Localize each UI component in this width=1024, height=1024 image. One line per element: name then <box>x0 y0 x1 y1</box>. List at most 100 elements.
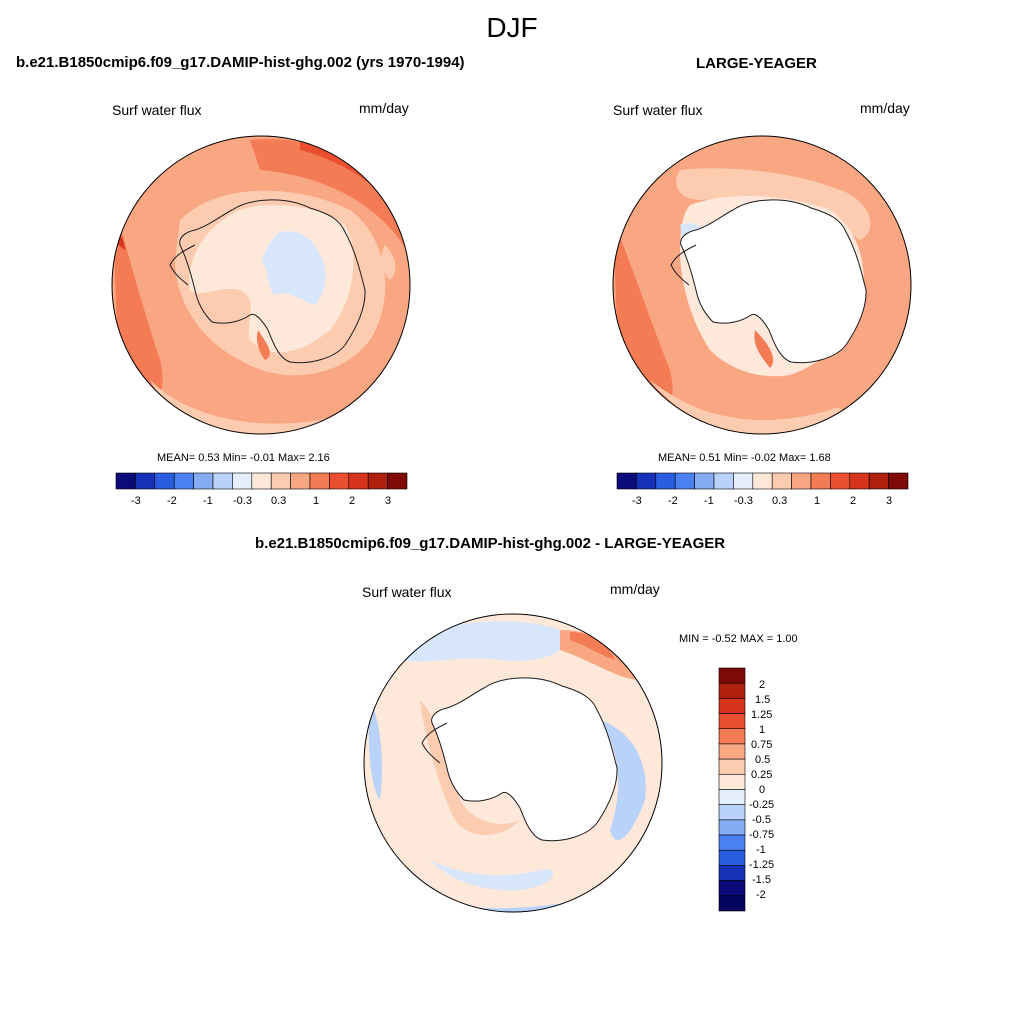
map-region-mid <box>381 245 396 280</box>
map-region-neg <box>600 720 646 840</box>
cb-tick: 0.3 <box>772 495 788 507</box>
map-region-mid <box>150 380 330 434</box>
colorbar-swatch <box>270 472 291 490</box>
antarctica-coastline <box>179 199 366 364</box>
cb-label: 1.25 <box>751 709 773 721</box>
colorbar-swatch <box>713 472 734 490</box>
map-region-mid <box>676 168 871 240</box>
colorbar-swatch <box>718 774 746 790</box>
colorbar-swatch <box>718 698 746 714</box>
units-label-model: mm/day <box>359 100 409 116</box>
stats-diff: MIN = -0.52 MAX = 1.00 <box>679 633 798 645</box>
variable-label-obs: Surf water flux <box>613 102 703 118</box>
colorbar-diff <box>718 667 746 912</box>
peninsula-coastline <box>421 722 448 764</box>
panel-title-model: b.e21.B1850cmip6.f09_g17.DAMIP-hist-ghg.… <box>16 54 465 71</box>
cb-label: 0.5 <box>755 754 771 766</box>
colorbar-swatch <box>348 472 369 490</box>
colorbar-swatch <box>718 849 746 866</box>
cb-tick: 3 <box>886 495 893 507</box>
map-boundary <box>612 135 912 435</box>
units-label-diff: mm/day <box>610 581 660 597</box>
colorbar-swatch <box>173 472 194 490</box>
colorbar-swatch <box>718 834 746 851</box>
map-region-low <box>262 231 326 305</box>
cb-tick: -0.3 <box>233 495 252 507</box>
map-region-neg <box>368 700 382 800</box>
cb-tick: -1 <box>704 495 714 507</box>
map-obs <box>612 135 912 435</box>
units-label-obs: mm/day <box>860 100 910 116</box>
cb-tick: 1 <box>313 495 320 507</box>
cb-label: -0.25 <box>749 799 775 811</box>
colorbar-swatch <box>718 743 746 760</box>
cb-label: -0.75 <box>749 829 775 841</box>
colorbar-swatch <box>718 758 746 775</box>
cb-label: -2 <box>756 889 766 901</box>
colorbar-swatch <box>718 895 746 912</box>
map-diff <box>363 613 663 913</box>
colorbar-swatch <box>733 472 754 490</box>
map-boundary <box>111 135 411 435</box>
colorbar-swatch <box>830 472 851 490</box>
colorbar-swatch <box>718 865 746 881</box>
colorbar-model <box>115 472 408 490</box>
cb-tick: 2 <box>850 495 857 507</box>
colorbar-swatch <box>616 472 637 490</box>
cb-label: -1.5 <box>752 874 771 886</box>
colorbar-swatch <box>636 472 657 490</box>
cb-tick: 3 <box>385 495 392 507</box>
cb-label: -1 <box>756 844 766 856</box>
map-region-neg <box>400 621 566 662</box>
map-region-mid <box>650 380 843 434</box>
colorbar-swatch <box>718 667 746 684</box>
cb-label: 2 <box>759 679 766 691</box>
cb-tick: 1 <box>814 495 821 507</box>
map-region-max <box>570 632 615 660</box>
map-model <box>111 135 411 435</box>
cb-tick: 2 <box>349 495 356 507</box>
stats-obs: MEAN= 0.51 Min= -0.02 Max= 1.68 <box>658 452 831 464</box>
colorbar-swatch <box>718 682 746 699</box>
colorbar-swatch <box>810 472 831 490</box>
colorbar-swatch <box>251 472 272 490</box>
map-region-high <box>250 139 410 247</box>
colorbar-swatch <box>135 472 156 490</box>
cb-tick: -2 <box>668 495 678 507</box>
panel-title-diff: b.e21.B1850cmip6.f09_g17.DAMIP-hist-ghg.… <box>255 535 726 552</box>
colorbar-swatch <box>718 819 746 836</box>
colorbar-swatch <box>212 472 233 490</box>
colorbar-swatch <box>718 728 746 745</box>
peninsula-coastline <box>670 244 697 286</box>
colorbar-swatch <box>309 472 330 490</box>
map-region-pos <box>420 700 520 835</box>
map-region-neg <box>430 860 554 891</box>
cb-tick: -2 <box>167 495 177 507</box>
cb-tick: -1 <box>203 495 213 507</box>
colorbar-swatch <box>367 472 388 490</box>
map-region-high <box>256 330 270 360</box>
colorbar-swatch <box>718 713 746 730</box>
colorbar-swatch <box>232 472 253 490</box>
colorbar-swatch <box>193 472 214 490</box>
map-region-high <box>754 330 774 368</box>
cb-label: 1 <box>759 724 766 736</box>
cb-label: -0.5 <box>752 814 771 826</box>
antarctica-landmask <box>431 677 618 842</box>
colorbar-swatch <box>718 789 746 805</box>
variable-label-model: Surf water flux <box>112 102 202 118</box>
cb-label: 1.5 <box>755 694 771 706</box>
figure-title: DJF <box>486 12 538 43</box>
colorbar-swatch <box>849 472 870 490</box>
variable-label-diff: Surf water flux <box>362 584 452 600</box>
cb-label: -1.25 <box>749 859 775 871</box>
peninsula-coastline <box>169 244 196 286</box>
colorbar-swatch <box>718 880 746 897</box>
colorbar-swatch <box>718 804 746 821</box>
colorbar-obs <box>616 472 909 490</box>
colorbar-swatch <box>791 472 812 490</box>
colorbar-swatch <box>868 472 889 490</box>
colorbar-swatch <box>752 472 773 490</box>
cb-label: 0 <box>759 784 766 796</box>
colorbar-swatch <box>674 472 695 490</box>
